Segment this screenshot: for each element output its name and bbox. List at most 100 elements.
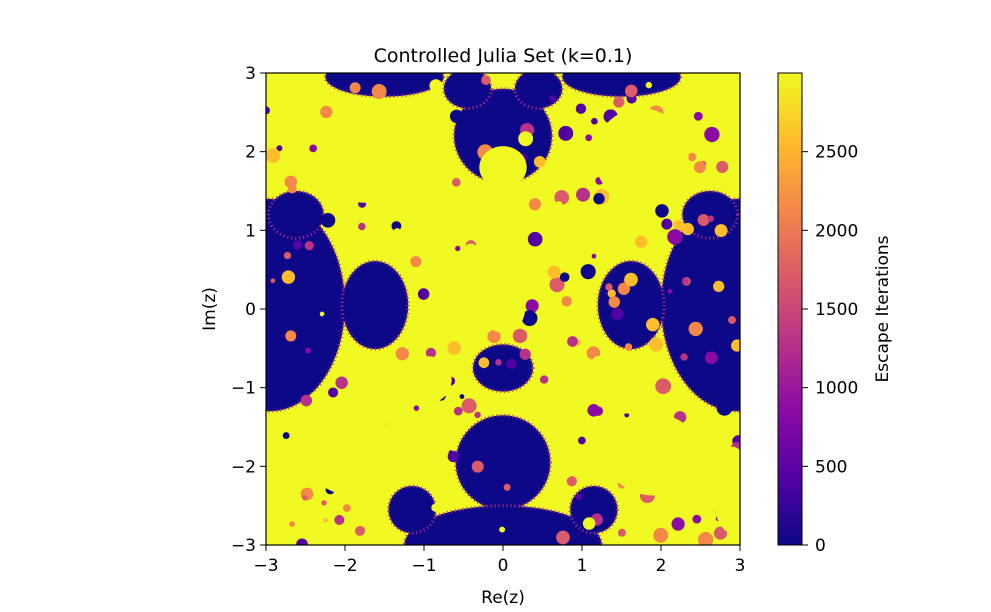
speckle <box>604 468 611 476</box>
speckle <box>395 347 409 361</box>
speckle <box>577 436 586 445</box>
speckle <box>549 277 565 293</box>
speckle <box>533 465 541 473</box>
speckle <box>624 343 633 351</box>
speckle <box>527 231 543 247</box>
bright-region <box>351 369 402 414</box>
speckle <box>266 148 281 163</box>
bright-region <box>479 146 527 189</box>
colorbar-tick-label: 500 <box>815 457 847 477</box>
speckle <box>678 117 693 132</box>
speckle <box>471 460 484 473</box>
speckle <box>455 245 461 252</box>
speckle <box>299 349 307 357</box>
speckle <box>607 289 616 298</box>
y-tick-label: 2 <box>245 143 256 163</box>
speckle <box>613 96 625 108</box>
y-tick-label: −2 <box>231 457 256 477</box>
colorbar-gradient <box>778 73 802 545</box>
speckle <box>349 82 361 94</box>
speckle <box>313 247 327 261</box>
speckle <box>283 251 292 260</box>
speckle <box>714 224 728 238</box>
speckle <box>309 144 318 153</box>
speckle <box>497 484 504 491</box>
speckle <box>328 387 339 398</box>
speckle <box>506 358 517 369</box>
speckle <box>481 75 491 85</box>
speckle <box>559 272 570 282</box>
bright-region <box>593 108 689 203</box>
speckle <box>555 201 563 208</box>
x-tick-label: 0 <box>498 556 509 576</box>
speckle <box>284 175 298 189</box>
colorbar-tick-label: 1500 <box>815 300 858 320</box>
speckle <box>580 264 596 280</box>
speckle <box>585 134 593 142</box>
speckle <box>533 155 546 168</box>
speckle <box>451 177 461 187</box>
speckle <box>582 517 596 530</box>
speckle <box>704 126 720 143</box>
speckle <box>711 211 719 219</box>
speckle <box>567 336 578 347</box>
speckle <box>431 503 440 512</box>
speckle <box>575 493 583 501</box>
speckle <box>682 277 690 285</box>
speckle <box>539 375 549 384</box>
speckle <box>576 187 591 202</box>
y-axis-label: Im(z) <box>200 287 220 331</box>
y-tick-label: −1 <box>231 379 256 399</box>
speckle <box>429 79 443 93</box>
speckle <box>691 363 701 373</box>
speckle <box>487 329 501 344</box>
speckle <box>713 280 725 293</box>
speckle <box>731 339 740 352</box>
speckle <box>565 107 571 113</box>
dark-region <box>386 484 438 535</box>
speckle <box>270 278 276 284</box>
dark-region <box>471 342 535 394</box>
colorbar-tick-label: 2000 <box>815 221 858 241</box>
speckle <box>281 270 296 284</box>
speckle <box>693 111 703 121</box>
speckle <box>681 222 694 236</box>
bright-region <box>404 356 452 404</box>
bright-region <box>404 210 452 258</box>
speckle <box>624 272 638 287</box>
speckle <box>554 190 570 205</box>
speckle <box>646 317 660 332</box>
speckle <box>463 243 479 259</box>
speckle <box>521 310 538 327</box>
bright-region <box>712 446 740 534</box>
speckle <box>276 145 283 152</box>
speckle <box>624 84 638 98</box>
speckle <box>453 406 463 416</box>
bright-region <box>480 285 526 333</box>
speckle <box>282 432 290 440</box>
speckle <box>716 399 733 416</box>
speckle <box>358 222 366 231</box>
y-tick-label: 3 <box>245 64 256 84</box>
speckle <box>728 316 736 324</box>
speckle <box>575 103 587 114</box>
speckle <box>648 337 664 352</box>
dark-region <box>560 73 683 99</box>
speckle <box>393 228 401 235</box>
speckle <box>493 129 506 142</box>
x-tick-label: 1 <box>577 556 588 576</box>
dark-region <box>340 259 410 351</box>
x-tick-label: −3 <box>253 556 278 576</box>
speckle <box>461 398 477 414</box>
speckle <box>417 288 430 300</box>
speckle <box>605 283 613 291</box>
speckle <box>608 296 621 308</box>
dark-region <box>513 73 564 110</box>
speckle <box>617 528 626 537</box>
fractal-layer <box>266 73 740 545</box>
speckle <box>503 483 511 491</box>
heatmap-plot <box>266 73 740 545</box>
speckle <box>705 351 718 365</box>
speckle <box>697 214 710 226</box>
colorbar-ticks: 0 500 1000 1500 2000 2500 <box>802 143 858 556</box>
